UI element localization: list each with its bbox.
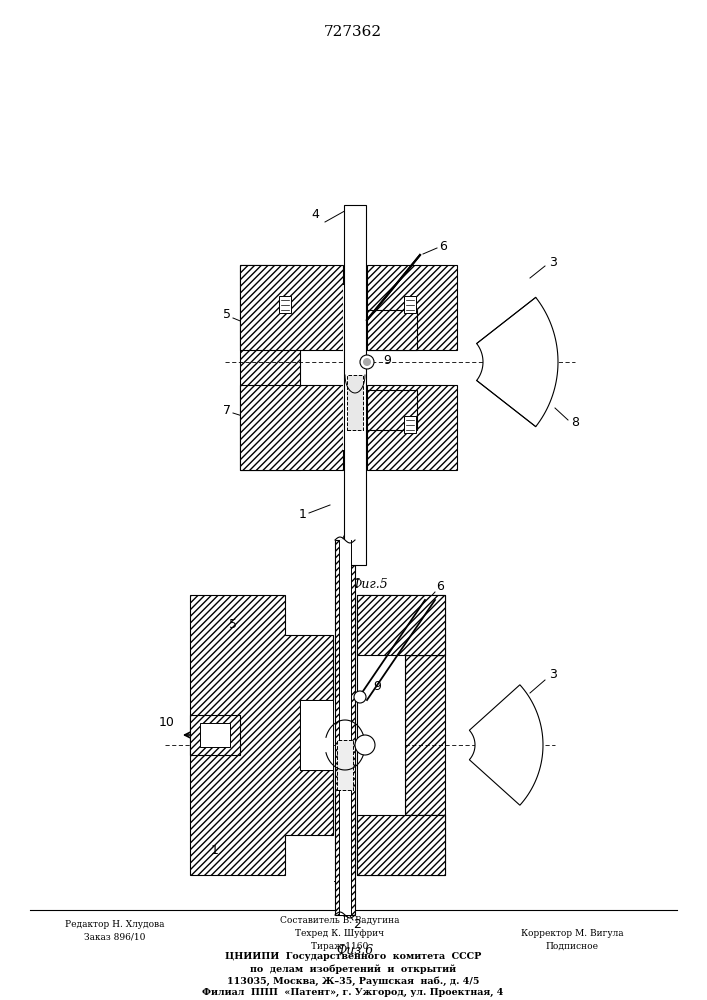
Text: Тираж 1160: Тираж 1160 xyxy=(311,942,368,951)
Text: 7: 7 xyxy=(333,880,341,894)
Bar xyxy=(347,375,363,430)
Text: 2: 2 xyxy=(343,562,351,574)
Text: 1: 1 xyxy=(299,508,307,522)
Bar xyxy=(337,740,353,790)
Bar xyxy=(367,390,417,430)
Bar xyxy=(367,310,417,350)
Polygon shape xyxy=(477,297,558,427)
Bar xyxy=(404,296,416,313)
Bar xyxy=(240,265,343,350)
Text: 9: 9 xyxy=(383,354,391,366)
Text: 5: 5 xyxy=(223,308,231,322)
Text: 6: 6 xyxy=(436,580,444,593)
Bar xyxy=(343,285,367,450)
Text: 3: 3 xyxy=(549,668,557,682)
Polygon shape xyxy=(469,685,543,805)
Circle shape xyxy=(355,735,375,755)
Text: 4: 4 xyxy=(346,518,354,532)
Bar xyxy=(240,265,300,470)
Text: 2: 2 xyxy=(353,918,361,932)
Text: Техред К. Шуфрич: Техред К. Шуфрич xyxy=(296,929,385,938)
Text: Редактор Н. Хлудова: Редактор Н. Хлудова xyxy=(65,920,165,929)
Text: 9: 9 xyxy=(373,680,381,694)
Bar xyxy=(339,540,351,915)
Text: 727362: 727362 xyxy=(324,25,382,39)
Text: Физ.6: Физ.6 xyxy=(337,944,373,956)
Text: Заказ 896/10: Заказ 896/10 xyxy=(84,933,146,942)
Bar xyxy=(200,723,230,747)
Bar xyxy=(357,595,445,655)
Text: 10: 10 xyxy=(159,716,175,730)
Bar xyxy=(357,815,445,875)
Text: Фиг.5: Фиг.5 xyxy=(351,578,388,591)
Bar xyxy=(279,296,291,313)
Text: 113035, Москва, Ж–35, Раушская  наб., д. 4/5: 113035, Москва, Ж–35, Раушская наб., д. … xyxy=(227,976,479,986)
Bar xyxy=(300,700,333,770)
Circle shape xyxy=(363,358,371,366)
Bar xyxy=(357,595,445,655)
Text: Подписное: Подписное xyxy=(546,942,599,951)
Bar xyxy=(240,385,343,470)
Text: Составитель В. Радугина: Составитель В. Радугина xyxy=(280,916,399,925)
Text: 4: 4 xyxy=(311,209,319,222)
Text: 1: 1 xyxy=(211,844,219,856)
Text: Корректор М. Вигула: Корректор М. Вигула xyxy=(520,929,624,938)
Bar xyxy=(404,416,416,433)
Polygon shape xyxy=(190,595,333,875)
Bar xyxy=(357,655,405,815)
Bar xyxy=(190,715,240,755)
Text: Филиал  ППП  «Патент», г. Ужгород, ул. Проектная, 4: Филиал ППП «Патент», г. Ужгород, ул. Про… xyxy=(202,988,503,997)
Text: 3: 3 xyxy=(549,255,557,268)
Text: 5: 5 xyxy=(229,618,237,632)
Text: ЦНИИПИ  Государственного  комитета  СССР: ЦНИИПИ Государственного комитета СССР xyxy=(225,952,481,961)
Circle shape xyxy=(354,691,366,703)
Bar xyxy=(367,265,457,350)
Circle shape xyxy=(360,355,374,369)
Bar xyxy=(405,655,445,815)
Text: 7: 7 xyxy=(223,403,231,416)
Text: по  делам  изобретений  и  открытий: по делам изобретений и открытий xyxy=(250,964,456,974)
Text: 6: 6 xyxy=(439,239,447,252)
Text: 8: 8 xyxy=(571,416,579,428)
Bar xyxy=(357,815,445,875)
Bar xyxy=(367,385,457,470)
Bar xyxy=(344,205,366,565)
Bar xyxy=(335,540,355,915)
